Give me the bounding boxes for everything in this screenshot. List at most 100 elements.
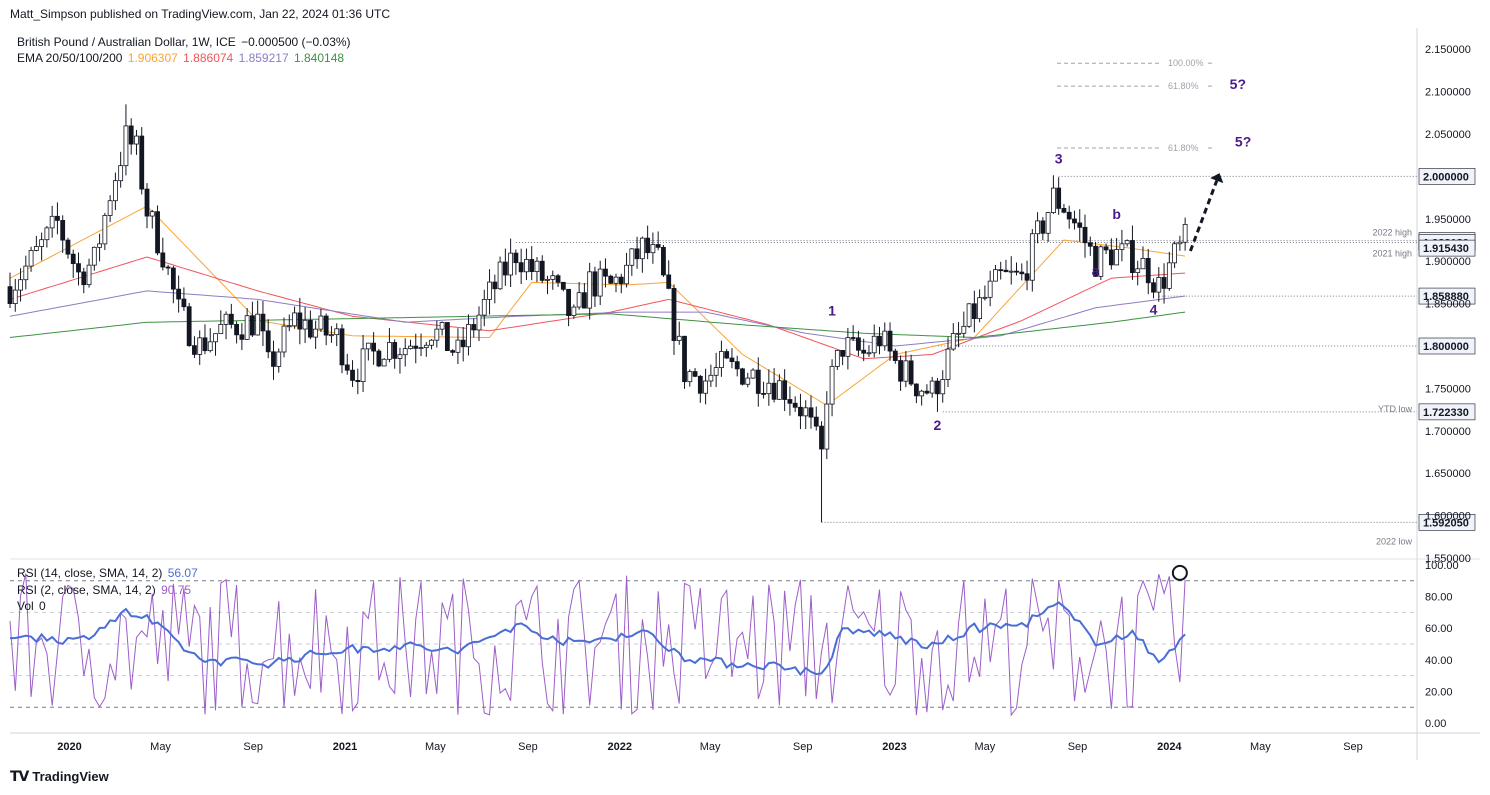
candle-body [555,275,561,283]
candle-body [919,390,925,397]
candle-body [1003,269,1009,273]
price-level-box [1418,239,1476,257]
candle-body [766,382,772,395]
ema-line-100 [9,290,1186,347]
candle-body [502,261,508,276]
price-level-box [1418,403,1476,421]
candle-body [481,299,487,316]
candle-body [60,220,66,241]
candle-body [192,345,197,355]
candle-body [107,200,113,216]
candle-body [671,287,677,341]
candle-body [803,407,809,417]
candle-body [1119,243,1125,250]
candle-body [97,243,102,248]
price-level-label: 1.592050 [1423,517,1469,529]
time-tick-label: May [974,741,995,753]
rsi-tick-label: 100.00 [1425,560,1459,572]
candle-body [202,337,208,352]
candle-body [871,335,877,354]
price-tick-label: 2.050000 [1425,129,1471,141]
wave-label: a [1092,263,1100,279]
candle-body [176,288,182,300]
wave-label: b [1112,206,1121,222]
time-tick-label: 2023 [882,741,906,753]
wave-label: 5? [1230,76,1246,92]
candle-body [597,268,603,297]
candle-body [471,324,477,331]
footer-branding[interactable]: 𝗧𝗩 TradingView [10,768,109,785]
price-level-note: 2022 low [1376,536,1413,546]
candle-body [856,337,861,351]
candle-body [149,211,155,217]
candle-body [603,268,608,277]
rsi-layer [9,564,1417,717]
tradingview-logo-icon: 𝗧𝗩 [10,768,29,784]
time-tick-label: Sep [518,741,538,753]
price-tick-label: 1.700000 [1425,426,1471,438]
candle-body [76,263,81,273]
candle-body [819,425,824,450]
candle-body [381,358,387,367]
candle-body [950,333,956,350]
candle-body [645,237,651,254]
price-level-box [1418,287,1476,305]
candle-body [513,252,519,264]
candle-body [49,215,55,229]
price-level-label: 1.858880 [1423,291,1469,303]
candle-body [155,211,160,254]
candle-body [982,296,988,299]
candle-body [898,360,903,382]
price-tick-label: 1.950000 [1425,214,1471,226]
price-level-label: 1.722330 [1423,407,1469,419]
candle-body [1130,240,1135,274]
price-tick-label: 1.600000 [1425,511,1471,523]
candle-body [360,348,366,383]
candle-body [387,342,392,360]
candle-body [476,314,482,331]
candle-body [234,324,239,336]
candle-body [908,360,914,385]
candle-body [323,315,329,336]
vol-value: 0 [39,599,46,613]
candle-body [170,267,176,290]
candle-body [271,351,276,367]
candle-body [687,371,693,383]
candle-body [745,377,751,385]
candle-body [724,351,730,359]
rsi-marker-circle-icon [1171,564,1188,581]
rsi-tick-label: 40.00 [1425,655,1453,667]
candle-body [993,269,998,282]
candle-body [18,279,23,291]
candle-body [365,342,371,350]
candle-body [297,312,303,330]
candle-body [402,348,408,356]
candle-body [318,315,324,330]
candle-body [265,330,271,353]
symbol-legend: British Pound / Australian Dollar, 1W, I… [17,35,353,49]
candle-body [281,325,287,353]
vol-label: Vol [17,599,34,613]
candle-body [945,348,951,380]
time-tick-label: Sep [1068,741,1088,753]
candle-body [877,335,882,347]
candle-body [571,306,577,316]
candle-body [566,288,571,316]
candle-body [740,368,745,385]
candle-body [139,135,145,190]
candle-body [70,253,76,265]
time-tick-label: 2020 [57,741,81,753]
candle-body [576,292,582,308]
candle-body [634,248,640,260]
candle-body [86,264,92,286]
candle-body [397,354,403,359]
symbol-change: −0.000500 (−0.03%) [241,35,351,49]
rsi-tick-label: 20.00 [1425,686,1453,698]
candle-body [339,328,345,366]
wave-label: 3 [1055,151,1063,167]
price-level-box [1418,168,1476,185]
candle-body [813,416,819,427]
candle-body [1019,271,1025,275]
candle-body [613,276,619,284]
